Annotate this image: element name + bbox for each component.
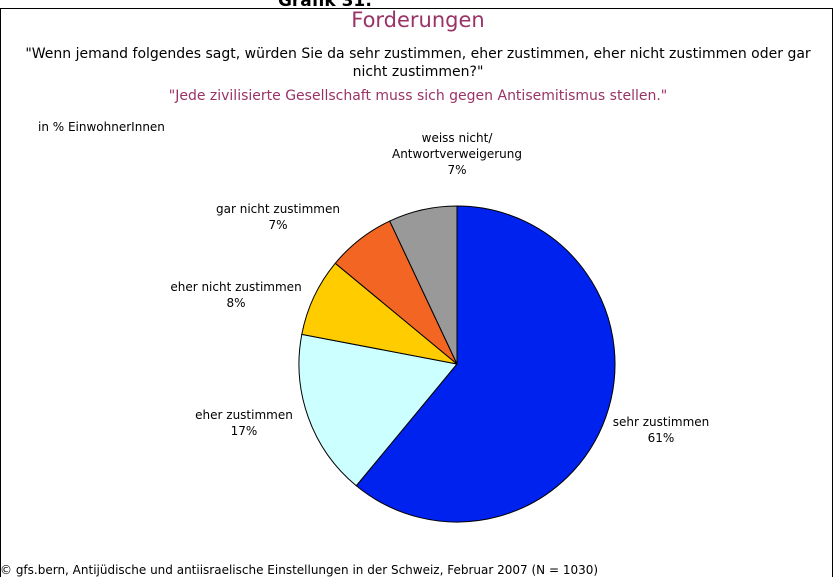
source: © gfs.bern, Antijüdische und antiisraeli… <box>0 563 599 577</box>
slice-label-line: Antwortverweigerung <box>392 147 522 161</box>
heading: Grafik 31: <box>277 0 373 11</box>
slice-label-line: weiss nicht/ <box>422 131 494 145</box>
slice-label: sehr zustimmen <box>613 415 710 429</box>
slice-label: gar nicht zustimmen <box>216 202 340 216</box>
slice-label: eher nicht zustimmen <box>170 280 301 294</box>
slice-label: weiss nicht/Antwortverweigerung <box>392 131 522 161</box>
chart-frame <box>0 8 833 577</box>
value-label: 7% <box>447 163 466 177</box>
pie-slice <box>298 333 458 487</box>
value-label: 17% <box>231 424 258 438</box>
slice-label-line: sehr zustimmen <box>613 415 710 429</box>
slice-label-line: eher nicht zustimmen <box>170 280 301 294</box>
value-label: 8% <box>226 296 245 310</box>
pie-slice <box>355 205 616 523</box>
value-label: 7% <box>268 218 287 232</box>
value-label: 61% <box>648 431 675 445</box>
chart-title: Forderungen <box>351 8 485 32</box>
slice-label: eher zustimmen <box>195 408 293 422</box>
pie-slice <box>389 205 458 365</box>
slice-label-line: eher zustimmen <box>195 408 293 422</box>
slice-label-line: gar nicht zustimmen <box>216 202 340 216</box>
question: "Wenn jemand folgendes sagt, würden Sie … <box>25 46 811 80</box>
unit-label: in % EinwohnerInnen <box>38 120 165 134</box>
subtitle: "Jede zivilisierte Gesellschaft muss sic… <box>168 88 668 104</box>
